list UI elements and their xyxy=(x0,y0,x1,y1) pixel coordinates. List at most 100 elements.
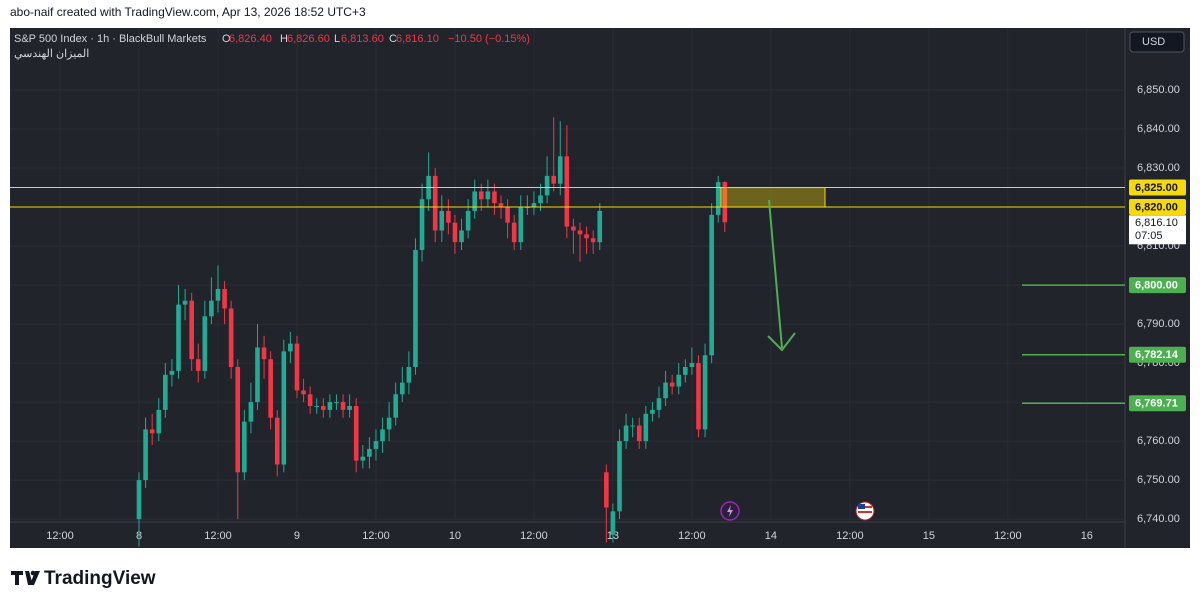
candle-body xyxy=(215,288,221,301)
candle-body xyxy=(314,406,320,408)
candle-body xyxy=(669,382,675,387)
candle-body xyxy=(189,300,194,360)
y-tick-label: 6,850.00 xyxy=(1137,84,1180,96)
candle-body xyxy=(393,394,399,418)
legend-value: 6,813.60 xyxy=(341,33,384,45)
candle-body xyxy=(169,370,175,375)
y-tick-label: 6,740.00 xyxy=(1137,513,1180,525)
candle-body xyxy=(327,402,333,410)
flag-canton xyxy=(858,504,865,509)
x-tick-label: 12:00 xyxy=(204,530,232,542)
zone xyxy=(720,187,826,208)
currency-button[interactable] xyxy=(1129,31,1185,53)
level-tag xyxy=(1129,199,1186,216)
candle-body xyxy=(321,406,326,410)
legend-value: 6,826.40 xyxy=(229,33,272,45)
candle-body xyxy=(248,402,254,422)
candle-body xyxy=(650,409,655,414)
candle-body xyxy=(485,191,491,200)
candle-body xyxy=(360,456,366,461)
candle-body xyxy=(663,382,668,399)
candle-body xyxy=(452,222,458,243)
candle-body xyxy=(334,402,339,404)
candle-body xyxy=(367,448,372,457)
candle-body xyxy=(492,191,497,204)
symbol-title: S&P 500 Index · 1h · BlackBull Markets xyxy=(14,33,207,45)
candle-body xyxy=(386,417,392,430)
x-tick-label: 12:00 xyxy=(46,530,74,542)
candle-body xyxy=(571,226,576,231)
indicator-name: الميزان الهندسي xyxy=(14,48,89,60)
x-tick-label: 12:00 xyxy=(520,530,548,542)
level-tag xyxy=(1129,179,1186,196)
candle-body xyxy=(261,347,267,360)
candle-body xyxy=(163,374,168,410)
flag-stripe xyxy=(858,511,872,513)
candle-body xyxy=(715,182,721,215)
candle-body xyxy=(465,210,471,231)
candle-body xyxy=(689,363,695,367)
level-tag xyxy=(1129,346,1186,363)
candle-body xyxy=(399,382,405,395)
candle-body xyxy=(551,175,556,184)
x-tick-label: 12:00 xyxy=(994,530,1022,542)
candle-body xyxy=(380,429,385,442)
last-price-label: 6,816.10 xyxy=(1135,217,1178,229)
candle-body xyxy=(301,390,306,395)
currency-label: USD xyxy=(1142,36,1165,48)
candle-body xyxy=(709,214,714,356)
level-tag xyxy=(1129,277,1186,294)
candle-body xyxy=(235,366,241,473)
candle-body xyxy=(281,351,287,465)
candle-body xyxy=(419,199,425,250)
candle-body xyxy=(584,234,589,239)
candle-body xyxy=(564,156,570,227)
legend-change: −10.50 (−0.15%) xyxy=(448,33,530,45)
candle-body xyxy=(156,409,162,434)
candle-body xyxy=(505,207,510,223)
candle-body xyxy=(597,210,603,243)
chart-background xyxy=(10,28,1190,548)
candle-body xyxy=(255,347,260,403)
level-tag-label: 6,820.00 xyxy=(1135,201,1178,213)
candle-body xyxy=(307,394,313,407)
level-tag xyxy=(1129,395,1186,412)
x-tick-label: 12:00 xyxy=(836,530,864,542)
candle-body xyxy=(577,230,583,235)
x-tick-label: 14 xyxy=(765,530,777,542)
candle-body xyxy=(498,203,504,208)
candle-body xyxy=(149,429,155,434)
y-tick-label: 6,830.00 xyxy=(1137,162,1180,174)
candle-body xyxy=(636,425,642,442)
candle-body xyxy=(432,175,438,231)
attribution: abo-naif created with TradingView.com, A… xyxy=(10,5,366,19)
x-tick-label: 9 xyxy=(294,530,300,542)
candle-body xyxy=(347,406,352,410)
drawings xyxy=(10,187,1125,404)
last-price-tag xyxy=(1129,215,1186,245)
level-tag-label: 6,825.00 xyxy=(1135,182,1178,194)
candle-body xyxy=(702,355,708,430)
candle-body xyxy=(202,316,208,371)
candle-body xyxy=(446,210,451,223)
level-tag-label: 6,769.71 xyxy=(1135,398,1178,410)
candle-body xyxy=(413,249,418,367)
candle-body xyxy=(274,417,280,465)
candle-body xyxy=(182,300,188,305)
x-tick-label: 16 xyxy=(1081,530,1093,542)
candle-body xyxy=(340,402,346,410)
candle-body xyxy=(288,343,293,352)
legend-key: L xyxy=(334,33,340,45)
price-tags: 6,825.00 6,820.00 6,800.00 6,782.14 6,769.71… xyxy=(1129,179,1186,412)
candle-body xyxy=(676,374,682,387)
candle-body xyxy=(557,156,563,184)
candle-body xyxy=(228,308,234,367)
legend-key: C xyxy=(389,33,397,45)
arrow xyxy=(768,199,783,349)
candle-body xyxy=(268,359,273,418)
candle-body xyxy=(722,182,728,223)
x-tick-label: 10 xyxy=(449,530,461,542)
event-icon-glyph xyxy=(727,505,733,517)
